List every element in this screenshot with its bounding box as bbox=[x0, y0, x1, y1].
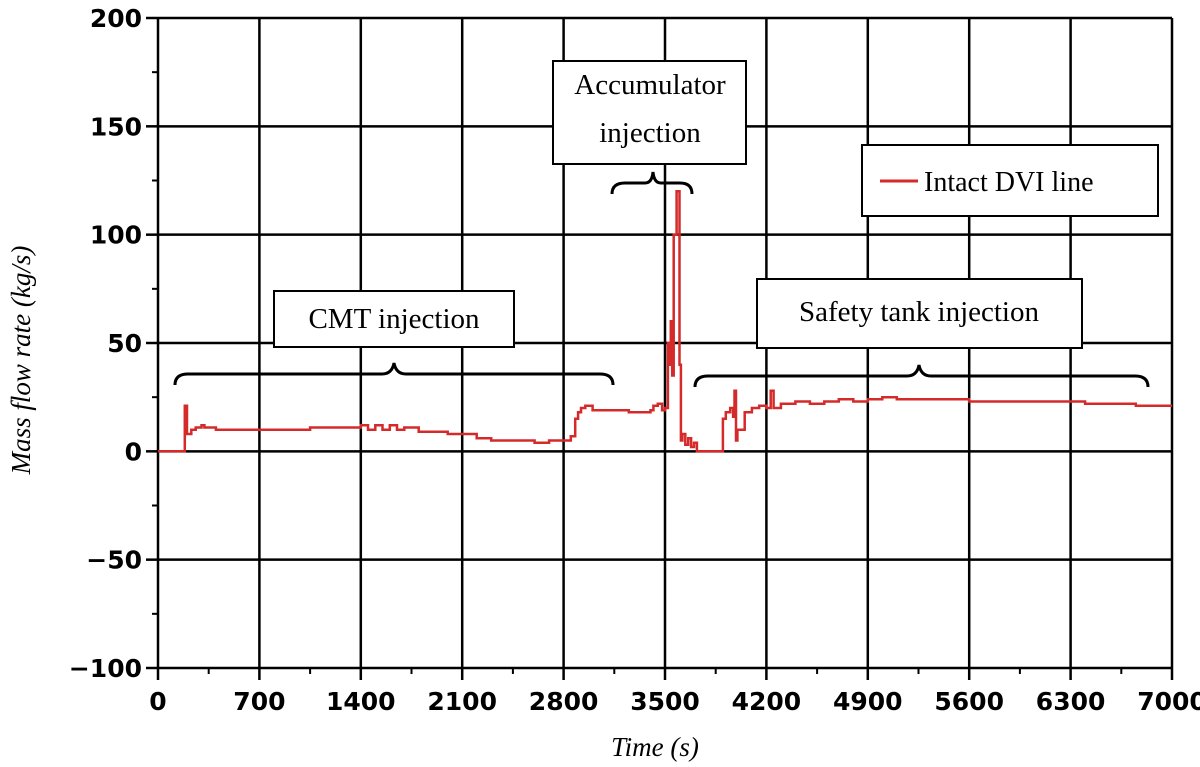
y-tick-label: −100 bbox=[69, 654, 142, 683]
cmt-injection-label: CMT injection bbox=[308, 303, 480, 335]
y-tick-label: 200 bbox=[90, 4, 142, 33]
x-tick-label: 1400 bbox=[326, 687, 396, 716]
y-tick-label: 150 bbox=[90, 112, 142, 141]
accumulator-injection-brace bbox=[610, 171, 694, 195]
y-tick-label: 50 bbox=[107, 329, 142, 358]
y-tick-label: 0 bbox=[125, 437, 142, 466]
legend-box bbox=[861, 144, 1159, 217]
cmt-injection-box bbox=[273, 290, 515, 348]
y-axis-ticks: −100 −50 0 50 100 150 200 bbox=[69, 4, 158, 683]
accumulator-injection-label-line2: injection bbox=[599, 117, 701, 149]
y-tick-label: 100 bbox=[90, 221, 142, 250]
cmt-injection-brace bbox=[173, 362, 615, 386]
accumulator-injection-label-line1: Accumulator bbox=[574, 69, 726, 101]
x-axis-title: Time (s) bbox=[611, 732, 699, 762]
series-layer bbox=[158, 190, 1172, 453]
x-tick-label: 4200 bbox=[732, 687, 802, 716]
x-tick-label: 2100 bbox=[427, 687, 497, 716]
annotations: CMT injection Accumulator injection Safe… bbox=[173, 60, 1150, 388]
safety-tank-injection-box bbox=[756, 278, 1083, 349]
x-tick-label: 5600 bbox=[934, 687, 1004, 716]
series-line-intact-dvi-line bbox=[158, 190, 1172, 453]
y-axis-title: Mass flow rate (kg/s) bbox=[6, 246, 36, 476]
x-tick-label: 0 bbox=[149, 687, 166, 716]
x-tick-label: 4900 bbox=[833, 687, 903, 716]
x-tick-label: 3500 bbox=[630, 687, 700, 716]
legend-label-intact-dvi-line: Intact DVI line bbox=[924, 167, 1094, 198]
y-tick-label: −50 bbox=[86, 546, 142, 575]
x-tick-label: 700 bbox=[233, 687, 285, 716]
safety-tank-injection-brace bbox=[693, 364, 1150, 388]
x-tick-label: 2800 bbox=[529, 687, 599, 716]
safety-tank-injection-label: Safety tank injection bbox=[799, 296, 1039, 328]
accumulator-injection-box bbox=[552, 60, 747, 165]
x-axis-ticks: 0 700 1400 2100 2800 3500 4200 4900 5600 6300 7000 bbox=[149, 668, 1200, 716]
x-tick-label: 7000 bbox=[1137, 687, 1200, 716]
x-tick-label: 6300 bbox=[1036, 687, 1106, 716]
legend: Intact DVI line bbox=[861, 144, 1159, 217]
